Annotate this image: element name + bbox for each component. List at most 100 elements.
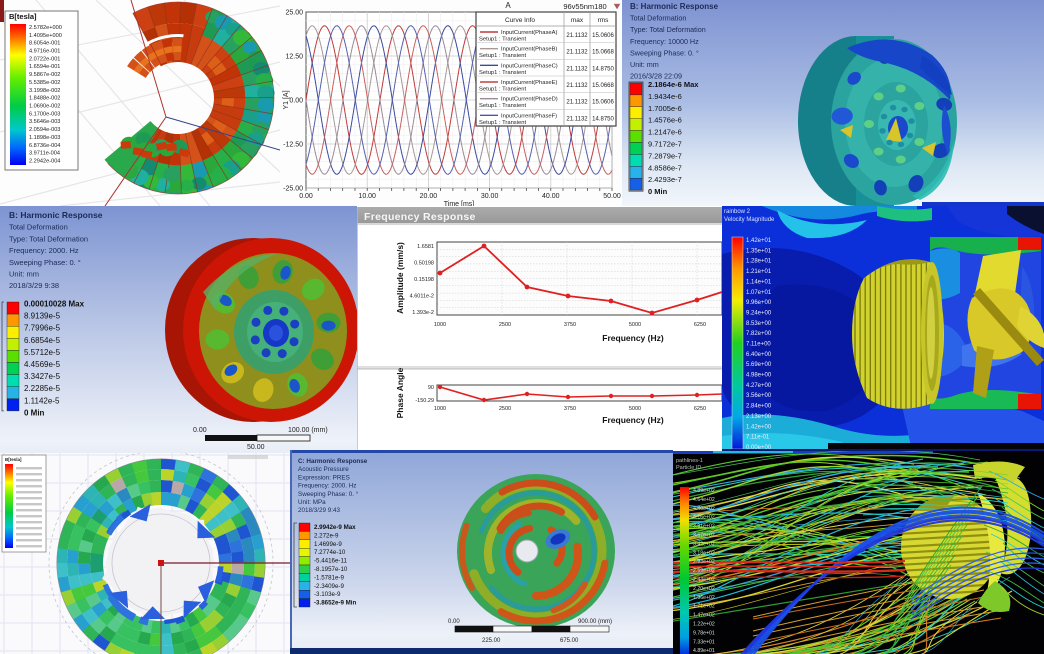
svg-text:2.44e+02: 2.44e+02 (693, 577, 715, 583)
svg-text:3.18e+02: 3.18e+02 (693, 550, 715, 556)
svg-text:6250: 6250 (694, 406, 706, 412)
svg-text:B[tesla]: B[tesla] (9, 12, 37, 21)
svg-text:900.00 (mm): 900.00 (mm) (578, 619, 612, 625)
svg-text:1.14e+01: 1.14e+01 (746, 279, 772, 285)
svg-text:rainbow 2: rainbow 2 (724, 209, 751, 215)
svg-text:B[tesla]: B[tesla] (5, 457, 22, 462)
svg-text:1.8488e-002: 1.8488e-002 (29, 96, 60, 102)
svg-text:5000: 5000 (629, 322, 641, 328)
svg-text:-150.29: -150.29 (415, 398, 434, 404)
svg-text:5.5385e-002: 5.5385e-002 (29, 80, 60, 86)
svg-text:-3.8652e-9 Min: -3.8652e-9 Min (314, 600, 357, 607)
svg-text:2500: 2500 (499, 406, 511, 412)
svg-text:7.11e-01: 7.11e-01 (746, 435, 770, 441)
svg-text:-8.1957e-10: -8.1957e-10 (314, 566, 348, 573)
svg-text:1.7005e-6: 1.7005e-6 (648, 104, 682, 113)
svg-text:-12.50: -12.50 (283, 142, 303, 149)
svg-text:1.1142e-5: 1.1142e-5 (24, 396, 60, 405)
svg-text:3.56e+00: 3.56e+00 (746, 393, 772, 399)
svg-text:1.393e-2: 1.393e-2 (412, 310, 434, 316)
svg-text:5.69e+00: 5.69e+00 (746, 362, 772, 368)
svg-text:1.96e+02: 1.96e+02 (693, 595, 715, 601)
svg-text:2.20e+02: 2.20e+02 (693, 586, 715, 592)
svg-text:Frequency (Hz): Frequency (Hz) (602, 333, 664, 343)
svg-text:InputCurrent(PhaseC): InputCurrent(PhaseC) (501, 63, 558, 69)
svg-text:Setup1 : Transient: Setup1 : Transient (479, 37, 526, 43)
svg-text:2.0594e-003: 2.0594e-003 (29, 127, 60, 133)
svg-text:1.21e+01: 1.21e+01 (746, 269, 772, 275)
svg-text:Type: Total Deformation: Type: Total Deformation (9, 234, 88, 243)
svg-text:Frequency: 2000. Hz: Frequency: 2000. Hz (298, 483, 356, 490)
svg-text:Setup1 : Transient: Setup1 : Transient (479, 87, 526, 93)
svg-text:A: A (505, 1, 511, 10)
svg-text:5.5712e-5: 5.5712e-5 (24, 348, 61, 357)
svg-text:1.6581: 1.6581 (417, 244, 434, 250)
svg-text:Unit: MPa: Unit: MPa (298, 499, 326, 506)
svg-text:0.00: 0.00 (289, 98, 303, 105)
svg-text:7.2879e-7: 7.2879e-7 (648, 151, 682, 160)
svg-text:1.71e+02: 1.71e+02 (693, 604, 715, 610)
svg-text:2.69e+02: 2.69e+02 (693, 568, 715, 574)
svg-text:2.13e+00: 2.13e+00 (746, 414, 772, 420)
svg-text:1.47e+02: 1.47e+02 (693, 613, 715, 619)
svg-text:Phase Angle: Phase Angle (395, 367, 405, 418)
svg-text:Sweeping Phase: 0. °: Sweeping Phase: 0. ° (298, 490, 359, 498)
svg-text:-1.5781e-9: -1.5781e-9 (314, 574, 344, 581)
svg-text:40.00: 40.00 (542, 193, 560, 200)
svg-text:7.2774e-10: 7.2774e-10 (314, 549, 346, 556)
svg-text:14.8750: 14.8750 (592, 66, 614, 72)
svg-text:0.00: 0.00 (193, 427, 207, 434)
svg-text:0 Min: 0 Min (648, 187, 668, 196)
svg-text:Setup1 : Transient: Setup1 : Transient (479, 120, 526, 126)
svg-text:4.27e+00: 4.27e+00 (746, 383, 772, 389)
svg-text:8.53e+00: 8.53e+00 (746, 321, 772, 327)
svg-text:15.0606: 15.0606 (592, 33, 614, 39)
svg-text:4.9716e-001: 4.9716e-001 (29, 49, 60, 55)
svg-text:2018/3/29 9:38: 2018/3/29 9:38 (9, 281, 59, 290)
svg-text:50.00: 50.00 (603, 193, 621, 200)
svg-text:Type: Total Deformation: Type: Total Deformation (630, 25, 706, 34)
svg-text:1.07e+01: 1.07e+01 (746, 290, 772, 296)
svg-text:2.93e+02: 2.93e+02 (693, 559, 715, 565)
svg-text:7.33e+01: 7.33e+01 (693, 639, 715, 645)
svg-text:25.00: 25.00 (285, 10, 303, 17)
svg-text:1.42e+01: 1.42e+01 (746, 238, 772, 244)
svg-text:6.40e+00: 6.40e+00 (746, 352, 772, 358)
svg-text:Expression: PRES: Expression: PRES (298, 474, 350, 481)
svg-text:InputCurrent(PhaseD): InputCurrent(PhaseD) (501, 97, 558, 103)
svg-text:15.0668: 15.0668 (592, 50, 614, 56)
svg-text:21.1132: 21.1132 (566, 83, 588, 89)
svg-text:Setup1 : Transient: Setup1 : Transient (479, 53, 526, 59)
svg-text:6.6854e-5: 6.6854e-5 (24, 336, 61, 345)
svg-text:8.6054e-001: 8.6054e-001 (29, 41, 60, 47)
svg-text:3.9711e-004: 3.9711e-004 (29, 151, 60, 157)
svg-text:14.8750: 14.8750 (592, 116, 614, 122)
svg-text:InputCurrent(PhaseE): InputCurrent(PhaseE) (501, 80, 557, 86)
svg-text:10.00: 10.00 (358, 193, 376, 200)
svg-text:1.9434e-6: 1.9434e-6 (648, 92, 682, 101)
svg-text:1000: 1000 (434, 406, 446, 412)
svg-text:30.00: 30.00 (481, 193, 499, 200)
svg-text:Acoustic Pressure: Acoustic Pressure (298, 466, 349, 473)
svg-text:6.8736e-004: 6.8736e-004 (29, 143, 60, 149)
svg-text:9.7172e-7: 9.7172e-7 (648, 140, 682, 149)
svg-text:1000: 1000 (434, 322, 446, 328)
svg-text:rms: rms (598, 17, 610, 24)
svg-text:1.0690e-002: 1.0690e-002 (29, 104, 60, 110)
svg-text:Particle ID: Particle ID (676, 465, 701, 471)
svg-text:9.78e+01: 9.78e+01 (693, 630, 715, 636)
svg-text:0.00: 0.00 (448, 619, 460, 625)
svg-text:Sweeping Phase: 0. °: Sweeping Phase: 0. ° (630, 48, 699, 57)
svg-text:Setup1 : Transient: Setup1 : Transient (479, 70, 526, 76)
svg-text:50.00: 50.00 (247, 444, 265, 451)
svg-text:Total Deformation: Total Deformation (630, 14, 686, 23)
svg-text:Time [ms]: Time [ms] (444, 201, 475, 206)
svg-text:3.91e+02: 3.91e+02 (693, 524, 715, 530)
svg-text:2.2942e-004: 2.2942e-004 (29, 158, 60, 164)
svg-text:1.42e+00: 1.42e+00 (746, 424, 772, 430)
svg-text:Total Deformation: Total Deformation (9, 223, 68, 232)
svg-text:0.00010028 Max: 0.00010028 Max (24, 300, 85, 309)
svg-text:-5.4416e-11: -5.4416e-11 (314, 558, 347, 565)
svg-text:1.6594e-001: 1.6594e-001 (29, 64, 60, 70)
svg-text:12.50: 12.50 (285, 54, 303, 61)
